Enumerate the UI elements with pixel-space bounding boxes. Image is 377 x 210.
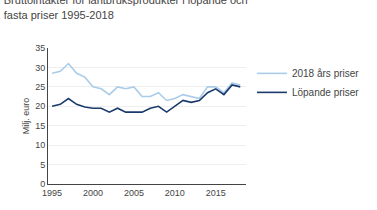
svg-text:10: 10 bbox=[35, 140, 45, 150]
svg-text:2005: 2005 bbox=[124, 188, 144, 198]
svg-text:5: 5 bbox=[40, 160, 45, 170]
svg-text:2010: 2010 bbox=[165, 188, 185, 198]
svg-text:2018 års priser: 2018 års priser bbox=[292, 68, 359, 79]
svg-text:Löpande priser: Löpande priser bbox=[292, 87, 359, 98]
svg-text:2000: 2000 bbox=[83, 188, 103, 198]
svg-text:0: 0 bbox=[40, 179, 45, 189]
svg-text:2015: 2015 bbox=[206, 188, 226, 198]
svg-text:20: 20 bbox=[35, 101, 45, 111]
svg-text:Milj. euro: Milj. euro bbox=[21, 98, 31, 135]
svg-text:Bruttointäkter för lantbrukspr: Bruttointäkter för lantbruksprodukter i … bbox=[4, 0, 248, 20]
svg-text:15: 15 bbox=[35, 121, 45, 131]
svg-text:1995: 1995 bbox=[42, 188, 62, 198]
svg-text:25: 25 bbox=[35, 82, 45, 92]
svg-text:35: 35 bbox=[35, 43, 45, 53]
svg-text:30: 30 bbox=[35, 63, 45, 73]
